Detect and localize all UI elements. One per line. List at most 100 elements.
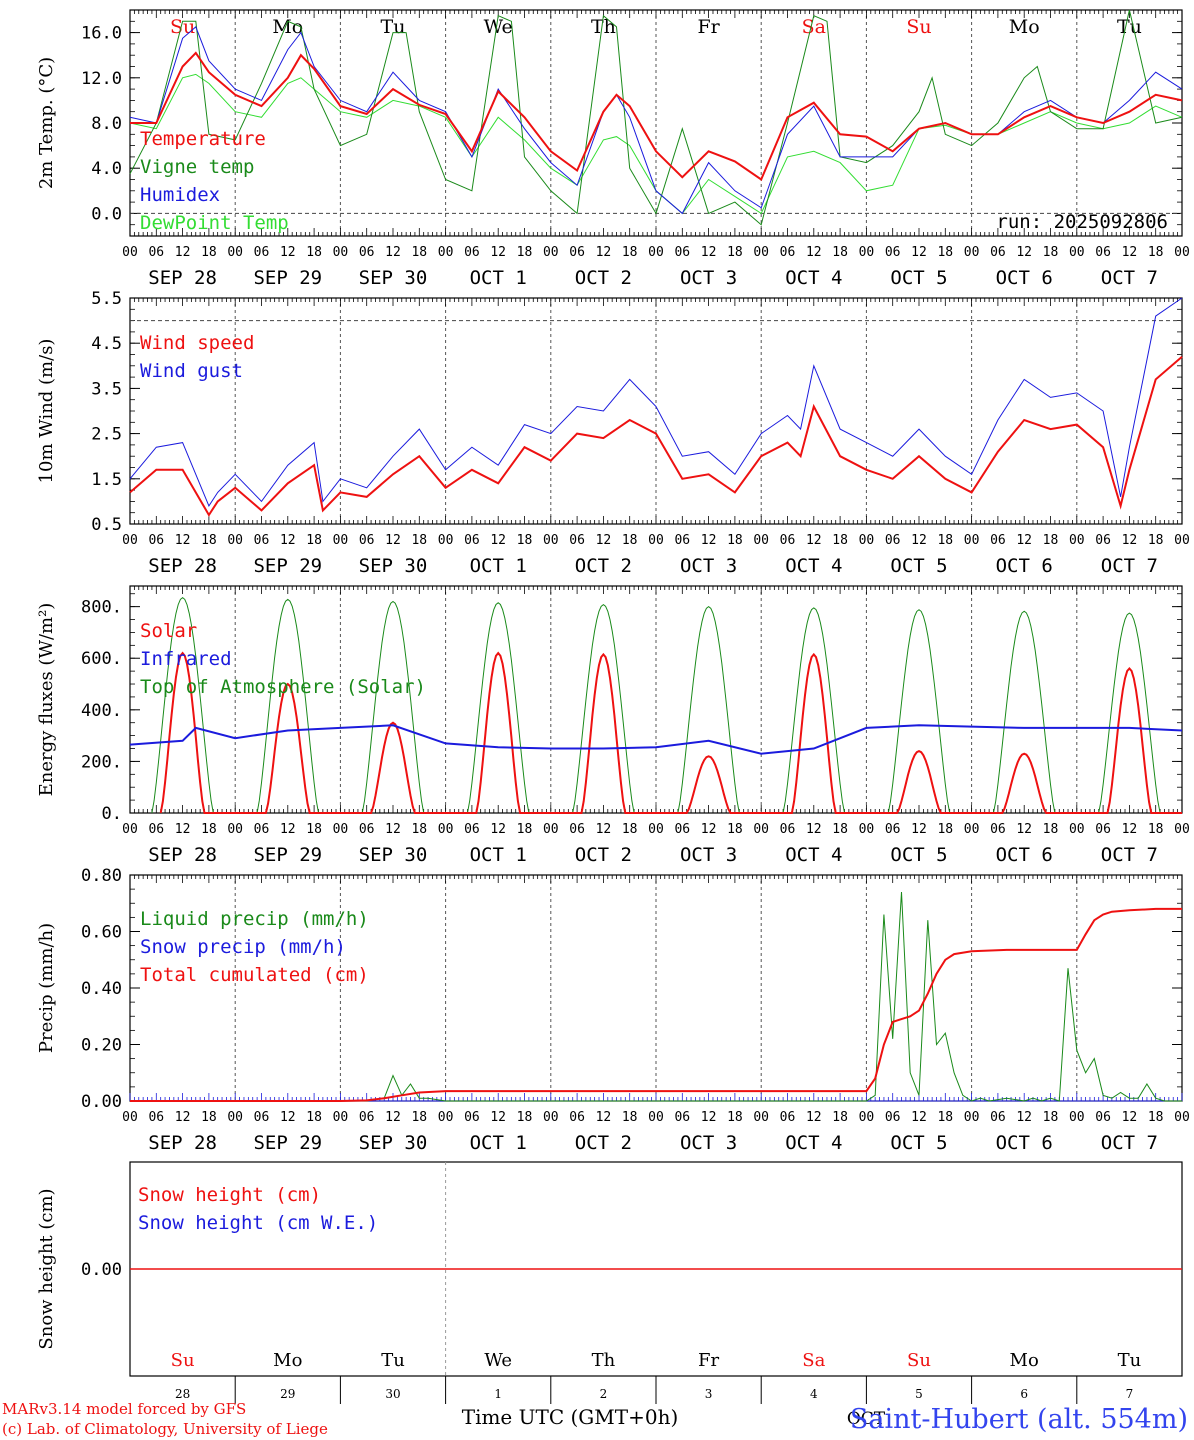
precip-hour-label: 12 bbox=[385, 1110, 401, 1125]
temp-hour-label: 18 bbox=[411, 245, 427, 260]
precip-hour-label: 00 bbox=[753, 1110, 769, 1125]
temp-hour-label: 00 bbox=[753, 245, 769, 260]
energy-hour-label: 00 bbox=[122, 822, 138, 837]
temp-date-label: OCT 2 bbox=[575, 267, 632, 289]
wind-hour-label: 00 bbox=[438, 533, 454, 548]
temp-hour-label: 12 bbox=[385, 245, 401, 260]
temp-hour-label: 00 bbox=[859, 245, 875, 260]
precip-hour-label: 00 bbox=[648, 1110, 664, 1125]
precip-hour-label-end: 00 bbox=[1174, 1110, 1190, 1125]
precip-hour-label: 00 bbox=[543, 1110, 559, 1125]
energy-hour-label-end: 00 bbox=[1174, 822, 1190, 837]
temp-series-line bbox=[130, 51, 1183, 182]
precip-hour-label: 12 bbox=[911, 1110, 927, 1125]
snow-weekday-label: We bbox=[484, 1350, 512, 1371]
precip-y-tick-label: 0.20 bbox=[81, 1036, 122, 1056]
precip-hour-label: 18 bbox=[832, 1110, 848, 1125]
wind-series-line bbox=[129, 356, 1183, 517]
wind-date-label: OCT 7 bbox=[1101, 555, 1158, 577]
temp-date-label: OCT 4 bbox=[785, 267, 842, 289]
energy-hour-label: 00 bbox=[859, 822, 875, 837]
wind-hour-label: 06 bbox=[990, 533, 1006, 548]
temperature-panel: 0.04.08.012.016.02m Temp. (°C)Su Mo Tu We Th… bbox=[36, 9, 1190, 289]
precip-hour-label: 12 bbox=[1016, 1110, 1032, 1125]
precip-hour-label: 12 bbox=[175, 1110, 191, 1125]
temp-legend-entry: Vigne temp bbox=[140, 156, 254, 178]
footer-station-name: Saint-Hubert (alt. 554m) bbox=[850, 1404, 1188, 1435]
precip-hour-label: 06 bbox=[780, 1110, 796, 1125]
precip-hour-label: 06 bbox=[674, 1110, 690, 1125]
energy-hour-label: 18 bbox=[517, 822, 533, 837]
wind-hour-label: 06 bbox=[674, 533, 690, 548]
energy-hour-label: 18 bbox=[201, 822, 217, 837]
wind-hour-label: 12 bbox=[175, 533, 191, 548]
temp-hour-label: 00 bbox=[543, 245, 559, 260]
snow-day-number: 2 bbox=[600, 1387, 608, 1401]
snow-day-number: 4 bbox=[810, 1387, 818, 1401]
energy-solar-line bbox=[159, 651, 1182, 814]
precip-hour-label: 06 bbox=[1095, 1110, 1111, 1125]
energy-hour-label: 18 bbox=[1043, 822, 1059, 837]
temp-series-line bbox=[129, 9, 1183, 226]
temp-hour-label: 06 bbox=[359, 245, 375, 260]
temp-run-annotation: run: 2025092806 bbox=[996, 211, 1168, 233]
temp-weekday-label: Fr bbox=[697, 16, 720, 38]
energy-hour-label: 00 bbox=[648, 822, 664, 837]
wind-legend-entry: Wind gust bbox=[140, 360, 243, 382]
precip-hour-label: 12 bbox=[280, 1110, 296, 1125]
precip-date-label: OCT 1 bbox=[470, 1132, 527, 1154]
energy-hour-label: 06 bbox=[885, 822, 901, 837]
wind-hour-label: 12 bbox=[1016, 533, 1032, 548]
precip-y-tick-label: 0.80 bbox=[81, 866, 122, 886]
precip-hour-label: 06 bbox=[359, 1110, 375, 1125]
temp-date-label: OCT 5 bbox=[890, 267, 947, 289]
wind-hour-label: 18 bbox=[517, 533, 533, 548]
precip-date-label: SEP 29 bbox=[253, 1132, 322, 1154]
energy-hour-label: 06 bbox=[254, 822, 270, 837]
temp-hour-label: 12 bbox=[490, 245, 506, 260]
precip-hour-label: 12 bbox=[490, 1110, 506, 1125]
energy-y-tick-label: 0. bbox=[102, 804, 122, 824]
temp-y-tick-label: 12.0 bbox=[81, 69, 122, 89]
precip-date-label: OCT 6 bbox=[996, 1132, 1053, 1154]
energy-legend-entry: Top of Atmosphere (Solar) bbox=[140, 676, 426, 698]
wind-hour-label: 06 bbox=[359, 533, 375, 548]
energy-hour-label: 18 bbox=[306, 822, 322, 837]
precip-legend-entry: Liquid precip (mm/h) bbox=[140, 908, 369, 930]
energy-hour-label: 18 bbox=[622, 822, 638, 837]
wind-hour-label: 12 bbox=[385, 533, 401, 548]
precip-hour-label: 18 bbox=[411, 1110, 427, 1125]
temp-legend-entry: Temperature bbox=[140, 128, 266, 150]
precip-hour-label: 06 bbox=[148, 1110, 164, 1125]
wind-hour-label: 12 bbox=[911, 533, 927, 548]
precip-date-label: OCT 5 bbox=[890, 1132, 947, 1154]
temp-date-label: OCT 3 bbox=[680, 267, 737, 289]
wind-hour-label: 06 bbox=[464, 533, 480, 548]
wind-hour-label: 00 bbox=[333, 533, 349, 548]
wind-date-label: OCT 1 bbox=[470, 555, 527, 577]
wind-hour-label: 00 bbox=[543, 533, 559, 548]
snow-weekday-label: Fr bbox=[698, 1350, 719, 1371]
temp-weekday-label: Mo bbox=[272, 16, 303, 38]
snow-weekday-label: Tu bbox=[381, 1350, 405, 1371]
precip-hour-label: 06 bbox=[990, 1110, 1006, 1125]
snow-weekday-label: Sa bbox=[802, 1350, 825, 1371]
footer: MARv3.14 model forced by GFS (c) Lab. of … bbox=[2, 1400, 1188, 1438]
snow-weekday-label: Mo bbox=[273, 1350, 302, 1371]
energy-hour-label: 12 bbox=[596, 822, 612, 837]
wind-hour-label: 18 bbox=[1043, 533, 1059, 548]
precip-y-axis-label: Precip (mm/h) bbox=[36, 923, 57, 1053]
temp-hour-label: 12 bbox=[911, 245, 927, 260]
temp-weekday-label: Mo bbox=[1009, 16, 1040, 38]
wind-date-label: OCT 6 bbox=[996, 555, 1053, 577]
precip-hour-label: 18 bbox=[622, 1110, 638, 1125]
temp-y-tick-label: 8.0 bbox=[91, 114, 122, 134]
energy-date-label: OCT 2 bbox=[575, 844, 632, 866]
energy-hour-label: 00 bbox=[333, 822, 349, 837]
energy-legend-entry: Solar bbox=[140, 620, 197, 642]
footer-axis-title: Time UTC (GMT+0h) bbox=[462, 1405, 679, 1429]
wind-hour-label: 18 bbox=[306, 533, 322, 548]
snow-panel: 0.00 Snow height (cm) Snow height (cm) Snow… bbox=[36, 1161, 1183, 1404]
wind-hour-label: 18 bbox=[1148, 533, 1164, 548]
